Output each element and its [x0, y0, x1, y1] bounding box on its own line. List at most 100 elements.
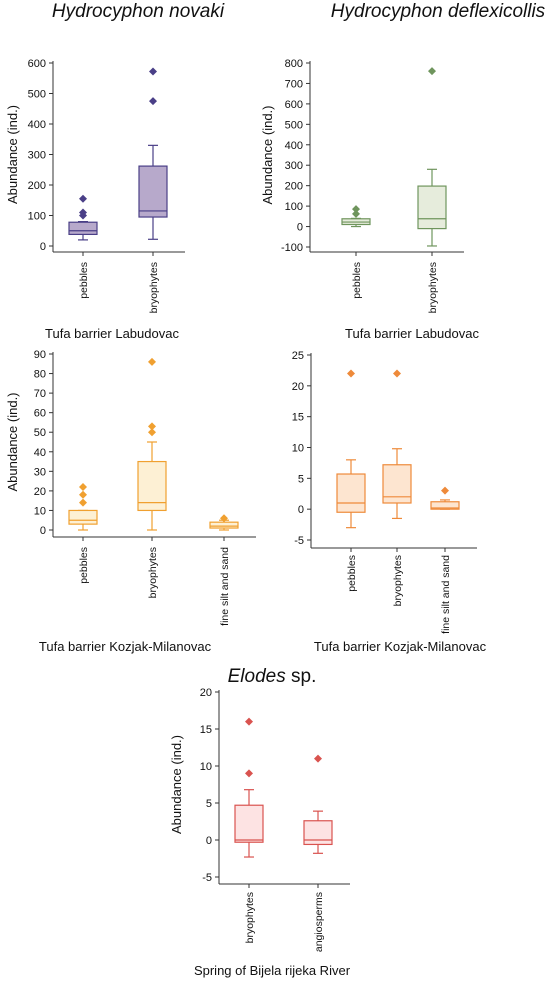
- x-category-label: bryophytes: [147, 547, 159, 598]
- y-tick-label: 60: [34, 408, 46, 420]
- y-tick-label: -5: [294, 535, 304, 547]
- outlier-marker: [220, 514, 228, 523]
- box-bryophytes: bryophytes: [382, 369, 412, 606]
- outlier-marker: [245, 717, 253, 726]
- y-tick-label: 0: [297, 222, 303, 234]
- site-label-panel-2: Tufa barrier Labudovac: [345, 326, 479, 341]
- y-tick-label: 20: [34, 486, 46, 498]
- y-tick-label: 15: [292, 412, 304, 424]
- y-tick-label: 100: [28, 211, 46, 223]
- outlier-marker: [79, 498, 87, 507]
- y-tick-label: 500: [28, 89, 46, 101]
- y-tick-label: 700: [285, 78, 303, 90]
- y-tick-label: 0: [40, 525, 46, 537]
- outlier-marker: [428, 67, 436, 76]
- x-category-label: fine silt and sand: [440, 555, 452, 634]
- outlier-marker: [352, 209, 360, 218]
- y-tick-label: 300: [285, 160, 303, 172]
- y-tick-label: 200: [285, 181, 303, 193]
- outlier-marker: [79, 490, 87, 499]
- outlier-marker: [352, 205, 360, 214]
- y-tick-label: 10: [34, 505, 46, 517]
- y-tick-label: 20: [292, 381, 304, 393]
- y-axis-label: Abundance (ind.): [5, 392, 20, 491]
- y-tick-label: 30: [34, 466, 46, 478]
- panel-3: 0 10 20 30 40 50 60 70 80 90 Abundance (ind.) pebbl…: [5, 349, 256, 626]
- box-pebbles: pebbles: [68, 194, 98, 299]
- x-category-label: pebbles: [78, 547, 90, 584]
- panel-1: 0 100 200 300 400 500 600 Abundance (ind.) pebbl…: [5, 58, 185, 313]
- iqr-box: [138, 165, 168, 218]
- box-bryophytes: bryophytes: [417, 67, 447, 313]
- y-tick-label: 400: [285, 140, 303, 152]
- y-tick-label: 0: [40, 241, 46, 253]
- box-bryophytes: bryophytes: [137, 357, 167, 598]
- y-tick-label: 15: [200, 724, 212, 736]
- y-tick-label: 5: [206, 798, 212, 810]
- y-tick-label: 300: [28, 150, 46, 162]
- iqr-box: [68, 221, 98, 236]
- y-axis-label: Abundance (ind.): [260, 105, 275, 204]
- outlier-marker: [148, 428, 156, 437]
- outlier-marker: [149, 97, 157, 106]
- y-tick-label: 800: [285, 58, 303, 70]
- outlier-marker: [148, 357, 156, 366]
- iqr-box: [209, 521, 239, 529]
- y-tick-label: 90: [34, 349, 46, 361]
- outlier-marker: [79, 482, 87, 491]
- box-fine-silt-and-sand: fine silt and sand: [209, 514, 239, 626]
- y-tick-label: 0: [206, 835, 212, 847]
- box-pebbles: pebbles: [336, 369, 366, 592]
- site-label-panel-5: Spring of Bijela rijeka River: [194, 963, 351, 978]
- panel-2: -100 0 100 200 300 400 500 600 700 800 Abundance (…: [260, 58, 464, 313]
- species-title-elodes-suffix: sp.: [286, 666, 317, 687]
- site-label-panel-4: Tufa barrier Kozjak-Milanovac: [314, 639, 487, 654]
- y-tick-label: -5: [202, 872, 212, 884]
- y-tick-label: 600: [285, 99, 303, 111]
- y-tick-label: 200: [28, 180, 46, 192]
- outlier-marker: [148, 422, 156, 431]
- site-label-panel-3: Tufa barrier Kozjak-Milanovac: [39, 639, 212, 654]
- iqr-box: [234, 804, 264, 843]
- box-angiosperms: angiosperms: [303, 754, 333, 952]
- x-category-label: pebbles: [346, 555, 358, 592]
- x-category-label: bryophytes: [244, 892, 256, 943]
- outlier-marker: [79, 194, 87, 203]
- y-tick-label: 25: [292, 350, 304, 362]
- outlier-marker: [347, 369, 355, 378]
- x-category-label: fine silt and sand: [219, 547, 231, 626]
- x-category-label: bryophytes: [427, 262, 439, 313]
- y-tick-label: 0: [298, 504, 304, 516]
- y-tick-label: 10: [292, 443, 304, 455]
- x-category-label: pebbles: [351, 262, 363, 299]
- x-category-label: pebbles: [78, 262, 90, 299]
- x-category-label: angiosperms: [313, 892, 325, 952]
- y-tick-label: 500: [285, 119, 303, 131]
- outlier-marker: [441, 486, 449, 495]
- x-category-label: bryophytes: [392, 555, 404, 606]
- y-tick-label: 100: [285, 201, 303, 213]
- iqr-box: [303, 820, 333, 846]
- species-title-elodes-genus: Elodes: [228, 666, 287, 687]
- x-category-label: bryophytes: [148, 262, 160, 313]
- box-bryophytes: bryophytes: [234, 717, 264, 943]
- y-tick-label: 10: [200, 761, 212, 773]
- outlier-marker: [149, 67, 157, 76]
- y-tick-label: 600: [28, 58, 46, 70]
- species-title-hydrocyphon-novaki: Hydrocyphon novaki: [52, 1, 225, 22]
- outlier-marker: [393, 369, 401, 378]
- species-title-elodes: Elodes sp.: [228, 666, 317, 687]
- y-tick-label: 5: [298, 473, 304, 485]
- y-axis-label: Abundance (ind.): [169, 735, 184, 834]
- iqr-box: [430, 501, 460, 510]
- y-tick-label: 400: [28, 119, 46, 131]
- iqr-box: [68, 509, 98, 525]
- y-tick-label: -100: [281, 242, 303, 254]
- iqr-box: [336, 473, 366, 513]
- y-tick-label: 20: [200, 687, 212, 699]
- y-tick-label: 40: [34, 447, 46, 459]
- outlier-marker: [79, 208, 87, 217]
- y-tick-label: 50: [34, 427, 46, 439]
- box-bryophytes: bryophytes: [138, 67, 168, 313]
